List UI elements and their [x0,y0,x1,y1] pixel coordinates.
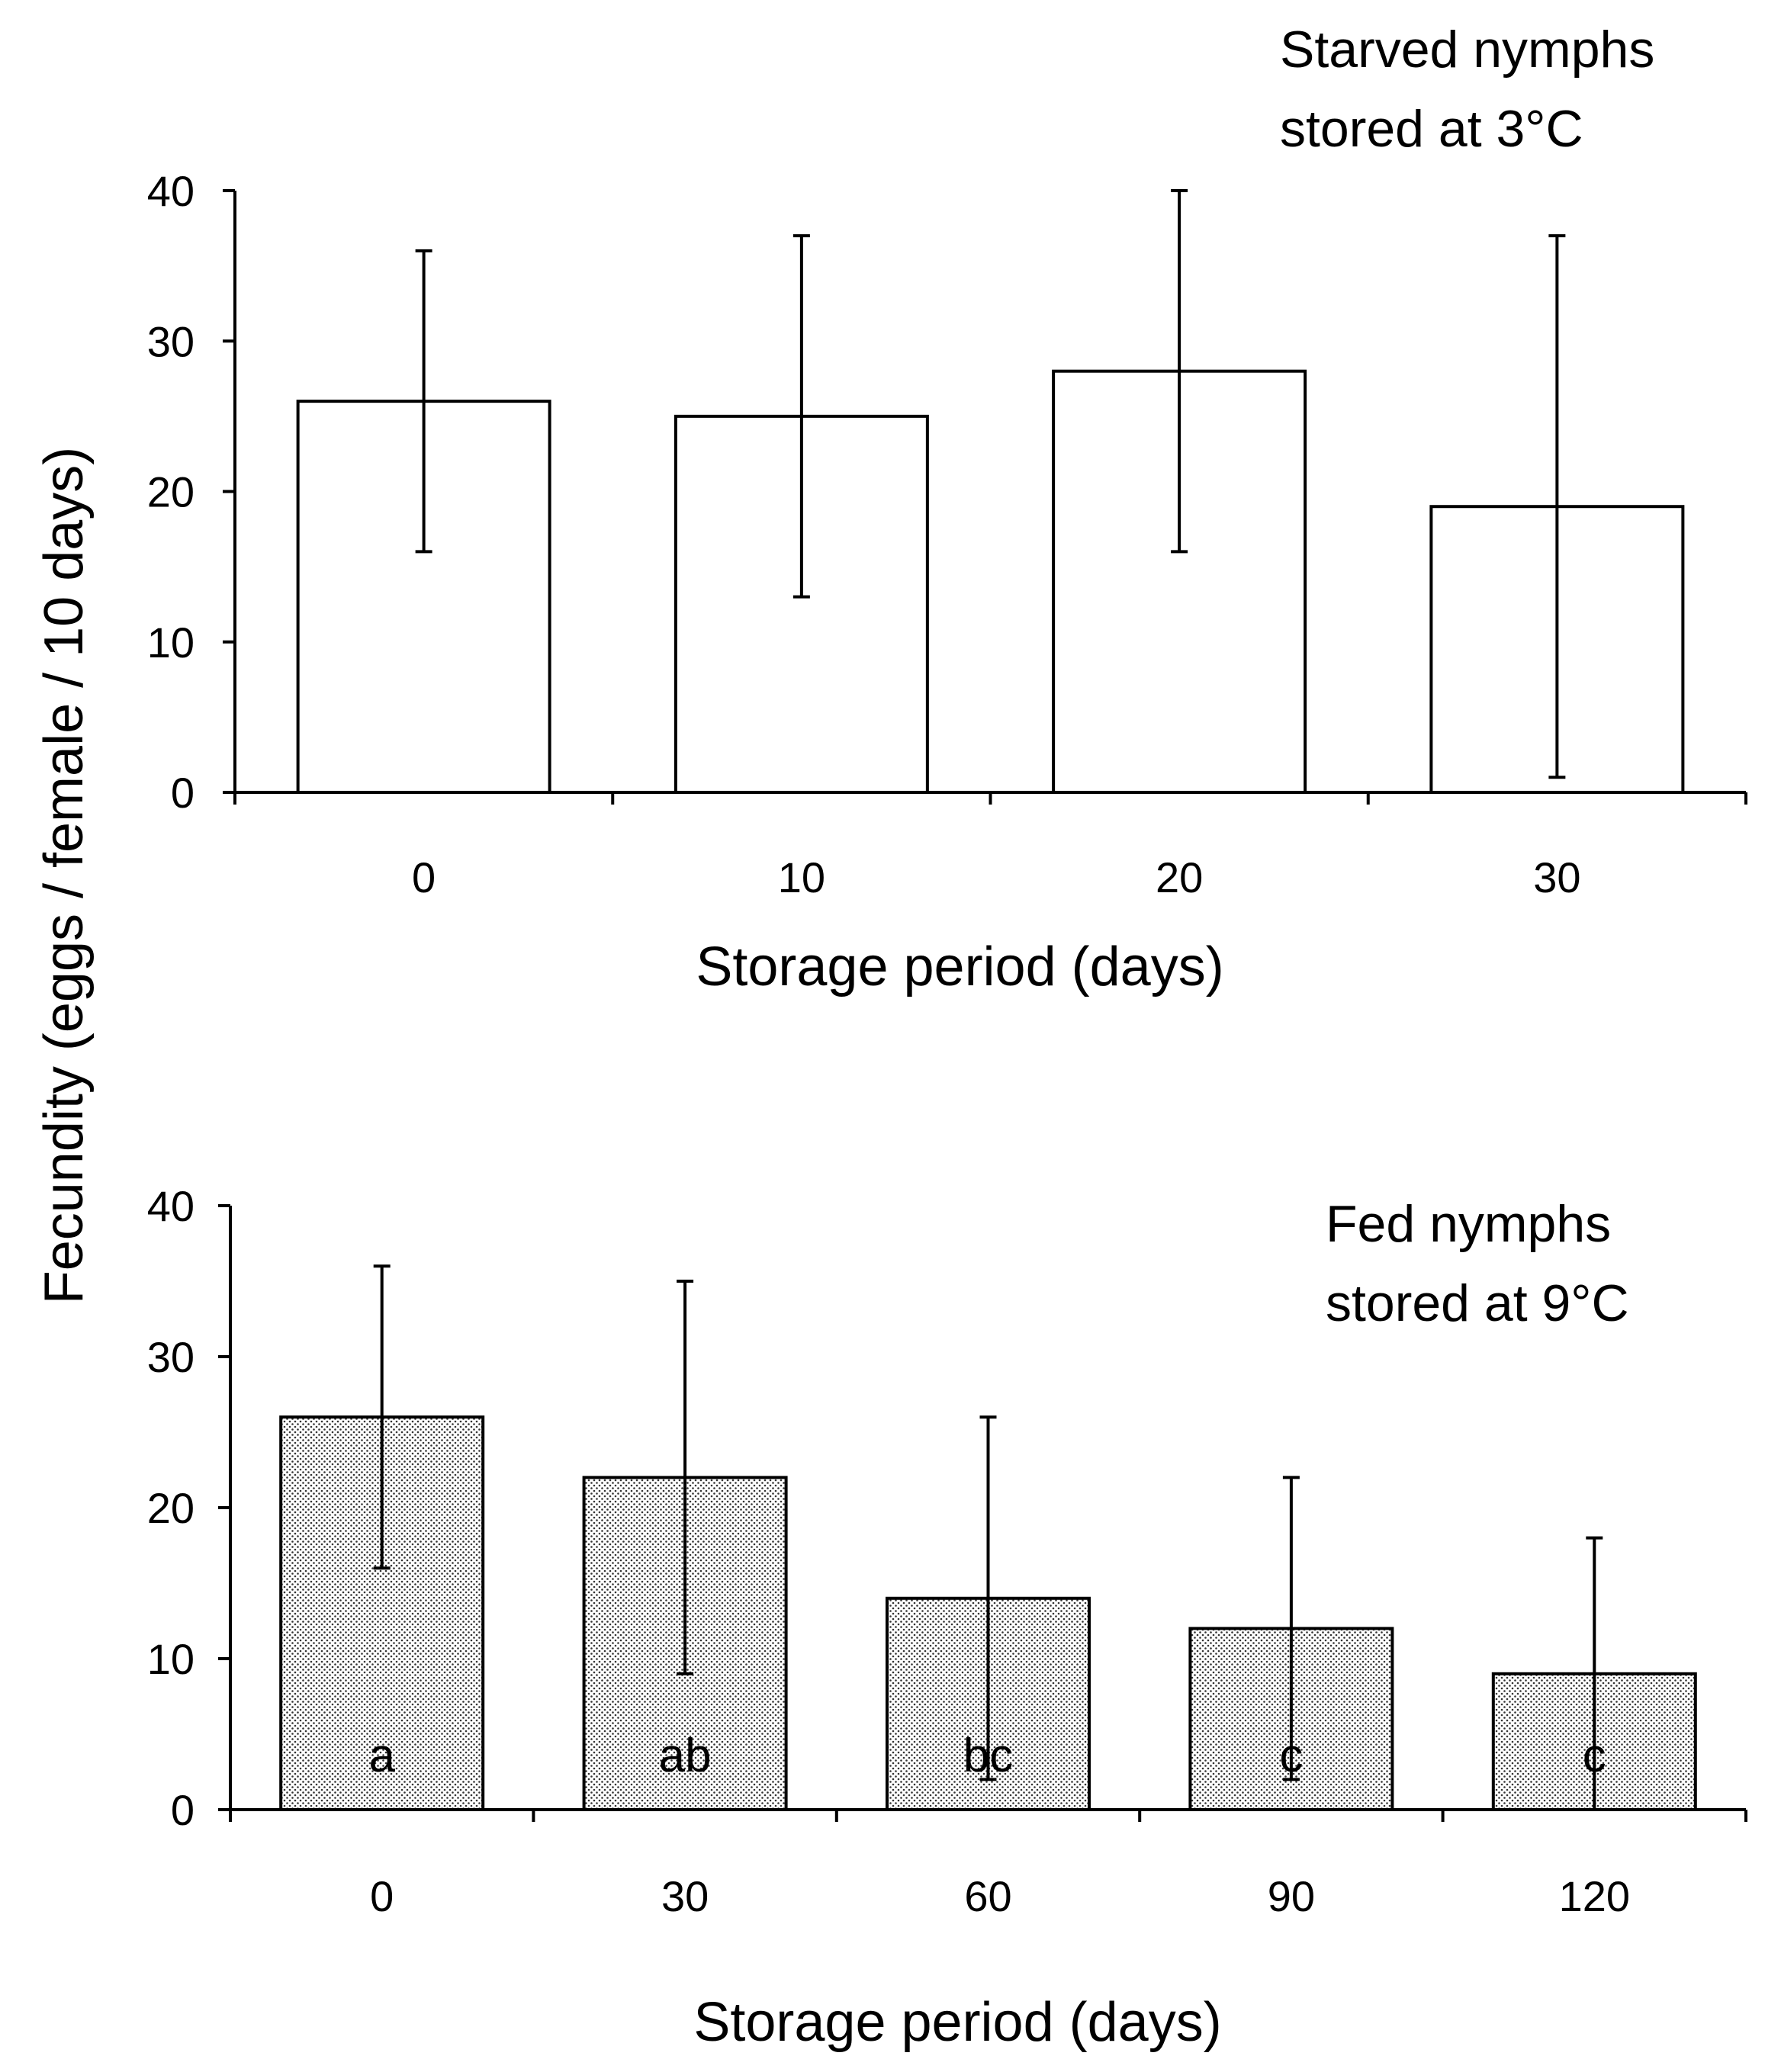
panel-annotation-line: Starved nymphs [1280,21,1654,79]
significance-letter: a [368,1730,395,1782]
x-tick-label-60: 60 [964,1872,1011,1920]
y-tick-label: 10 [147,618,194,667]
x-tick-label-20: 20 [1156,853,1203,901]
shared-y-axis-title: Fecundity (eggs / female / 10 days) [34,447,95,1305]
y-tick-label: 0 [171,769,194,817]
chart-bottom-fed: 0 10 20 30 40 0 30 60 90 120 a ab bc c c Storage period… [147,1182,1747,2053]
significance-letter: c [1279,1730,1303,1782]
panel-annotation-line: stored at 3°C [1280,100,1583,158]
x-tick-label-10: 10 [778,853,825,901]
significance-letter: c [1583,1730,1606,1782]
panel-annotation-line: stored at 9°C [1326,1274,1629,1332]
significance-letter: bc [963,1730,1013,1782]
x-tick-label-0: 0 [412,853,436,901]
x-tick-label-0: 0 [370,1872,394,1920]
y-tick-label: 20 [147,468,194,516]
y-tick-label: 10 [147,1635,194,1683]
y-tick-label: 40 [147,167,194,215]
significance-letter: ab [659,1730,712,1782]
chart-top-starved: 0 10 20 30 40 0 10 20 30 Storage period (days) Sta… [147,21,1747,997]
x-tick-label-30: 30 [661,1872,709,1920]
y-tick-label: 30 [147,1333,194,1381]
y-tick-label: 40 [147,1182,194,1230]
x-tick-label-30: 30 [1533,853,1580,901]
x-tick-label-90: 90 [1268,1872,1315,1920]
x-axis-title: Storage period (days) [693,1992,1221,2053]
panel-annotation-line: Fed nymphs [1326,1195,1611,1253]
y-tick-label: 20 [147,1484,194,1532]
x-tick-label-120: 120 [1559,1872,1630,1920]
y-tick-label: 30 [147,317,194,365]
y-tick-label: 0 [171,1786,194,1834]
x-axis-title: Storage period (days) [696,936,1223,997]
